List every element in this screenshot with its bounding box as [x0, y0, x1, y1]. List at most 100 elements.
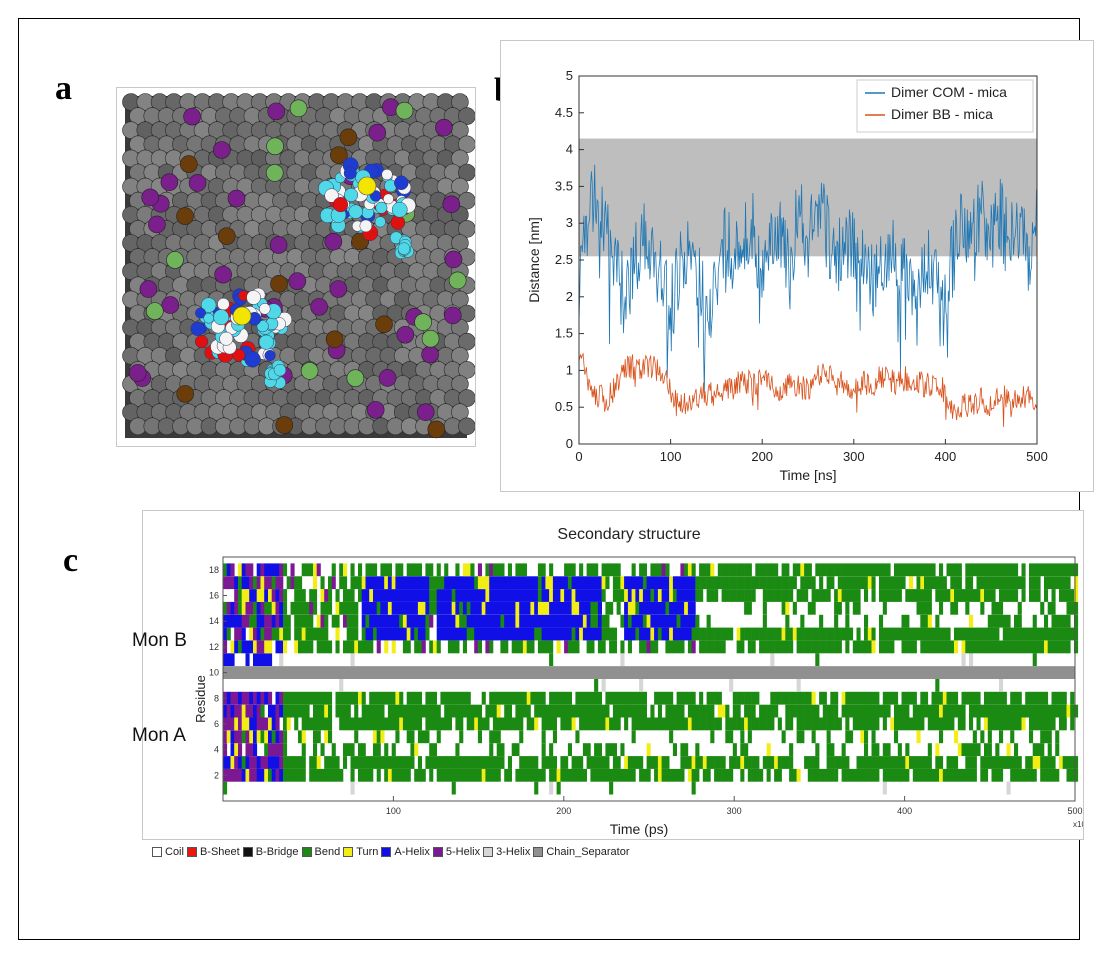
structure-cell — [485, 614, 490, 628]
structure-cell — [781, 691, 786, 705]
structure-cell — [541, 563, 546, 577]
structure-cell — [1006, 563, 1011, 577]
structure-cell — [957, 576, 962, 590]
structure-cell — [762, 704, 767, 718]
structure-cell — [717, 717, 722, 731]
structure-cell — [504, 589, 509, 602]
structure-cell — [706, 640, 711, 654]
structure-cell — [474, 589, 479, 602]
structure-cell — [605, 704, 610, 718]
structure-cell — [680, 614, 685, 628]
structure-cell — [687, 576, 692, 590]
structure-cell — [444, 576, 449, 590]
structure-cell — [226, 730, 231, 744]
structure-cell — [350, 653, 355, 667]
structure-cell — [744, 601, 749, 615]
peptide-atom — [219, 331, 234, 346]
structure-cell — [601, 640, 606, 654]
structure-cell — [747, 756, 752, 769]
structure-cell — [1059, 563, 1064, 577]
structure-cell — [642, 717, 647, 731]
structure-cell — [777, 640, 782, 654]
structure-cell — [714, 589, 719, 602]
structure-cell — [286, 691, 291, 705]
structure-cell — [856, 601, 861, 615]
structure-cell — [515, 589, 520, 602]
structure-cell — [792, 627, 797, 641]
structure-cell — [406, 717, 411, 731]
structure-cell — [871, 640, 876, 654]
structure-cell — [834, 640, 839, 654]
structure-cell — [470, 563, 475, 577]
legend-entry: Dimer COM - mica — [891, 84, 1007, 100]
structure-cell — [969, 563, 974, 577]
x-tick-label: 200 — [556, 806, 571, 816]
structure-cell — [399, 704, 404, 718]
structure-cell — [373, 601, 378, 615]
structure-cell — [924, 768, 929, 782]
structure-cell — [324, 756, 329, 769]
structure-cell — [635, 717, 640, 731]
structure-cell — [410, 730, 415, 744]
structure-cell — [507, 717, 512, 731]
structure-cell — [890, 627, 895, 641]
structure-cell — [755, 576, 760, 590]
structure-cell — [586, 563, 591, 577]
structure-cell — [564, 691, 569, 705]
structure-cell — [721, 704, 726, 718]
structure-cell — [522, 576, 527, 590]
structure-cell — [646, 756, 651, 769]
structure-cell — [744, 756, 749, 769]
structure-cell — [1014, 717, 1019, 731]
structure-cell — [271, 743, 276, 756]
structure-cell — [785, 614, 790, 628]
x-tick-label: 100 — [660, 449, 682, 464]
structure-cell — [391, 704, 396, 718]
structure-cell — [672, 640, 677, 654]
structure-cell — [845, 601, 850, 615]
structure-cell — [522, 601, 527, 615]
structure-cell — [410, 563, 415, 577]
structure-cell — [328, 691, 333, 705]
structure-cell — [909, 576, 914, 590]
structure-cell — [395, 627, 400, 641]
structure-cell — [339, 679, 344, 692]
series-line-dimer-com — [578, 164, 1037, 394]
structure-cell — [1051, 717, 1056, 731]
structure-cell — [406, 691, 411, 705]
structure-cell — [534, 691, 539, 705]
structure-cell — [402, 704, 407, 718]
structure-cell — [440, 601, 445, 615]
structure-cell — [459, 614, 464, 628]
structure-cell — [665, 589, 670, 602]
structure-cell — [447, 768, 452, 782]
structure-cell — [680, 576, 685, 590]
structure-cell — [305, 717, 310, 731]
structure-cell — [624, 691, 629, 705]
structure-cell — [481, 601, 486, 615]
structure-cell — [916, 756, 921, 769]
structure-cell — [1029, 627, 1034, 641]
structure-cell — [586, 756, 591, 769]
structure-cell — [601, 717, 606, 731]
structure-cell — [567, 717, 572, 731]
structure-cell — [729, 589, 734, 602]
structure-cell — [894, 704, 899, 718]
structure-cell — [1040, 601, 1045, 615]
structure-cell — [744, 576, 749, 590]
structure-cell — [275, 640, 280, 654]
structure-cell — [526, 704, 531, 718]
structure-cell — [1014, 576, 1019, 590]
structure-cell — [380, 614, 385, 628]
structure-cell — [339, 768, 344, 782]
structure-cell — [841, 589, 846, 602]
structure-cell — [747, 627, 752, 641]
structure-cell — [477, 730, 482, 744]
structure-cell — [253, 730, 258, 744]
structure-cell — [519, 768, 524, 782]
structure-cell — [864, 627, 869, 641]
peptide-atom — [213, 309, 230, 326]
structure-cell — [815, 627, 820, 641]
structure-cell — [995, 743, 1000, 756]
structure-cell — [552, 730, 557, 744]
